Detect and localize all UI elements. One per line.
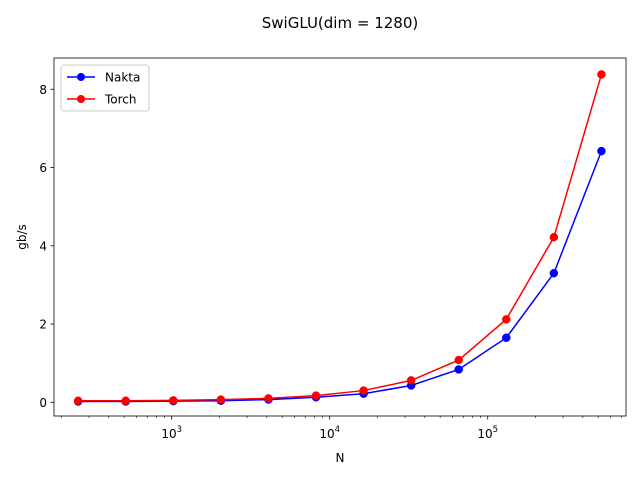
legend: Nakta Torch [60,64,150,112]
x-tick-label: 104 [319,425,340,441]
x-axis: 103 104 105 [60,416,622,441]
y-tick-label: 2 [39,318,47,332]
series-torch [73,70,606,405]
data-point [454,365,463,374]
plot-area [53,57,627,417]
y-tick-label: 0 [39,396,47,410]
x-axis-label: N [336,451,345,465]
data-point [216,395,226,404]
x-tick-label: 105 [477,425,498,441]
legend-label: Nakta [105,71,140,85]
y-tick-label: 6 [39,161,47,175]
data-point [169,396,178,405]
x-tick-label: 103 [161,425,182,441]
legend-marker [77,73,85,81]
data-point [597,146,606,156]
chart-title: SwiGLU(dim = 1280) [262,14,418,32]
data-point [502,333,511,342]
data-point [502,315,511,324]
data-point [73,396,83,405]
data-point [597,70,606,79]
data-point [549,232,559,242]
data-point [264,394,273,403]
series-line [78,150,603,403]
data-point [359,386,368,395]
data-point [121,396,130,405]
data-point [311,391,321,400]
y-axis: 0 2 4 6 8 [39,83,54,410]
y-axis-label: gb/s [15,224,29,250]
legend-item: Torch [67,93,137,107]
data-point [454,355,463,365]
series-line [78,74,603,402]
legend-label: Torch [104,93,137,107]
y-tick-label: 8 [39,83,47,97]
data-point [549,268,559,278]
y-tick-label: 4 [39,239,47,253]
legend-marker [77,95,85,103]
legend-item: Nakta [67,71,140,85]
series-nakta [73,146,606,406]
data-point [406,376,416,385]
series-layer [73,70,606,406]
